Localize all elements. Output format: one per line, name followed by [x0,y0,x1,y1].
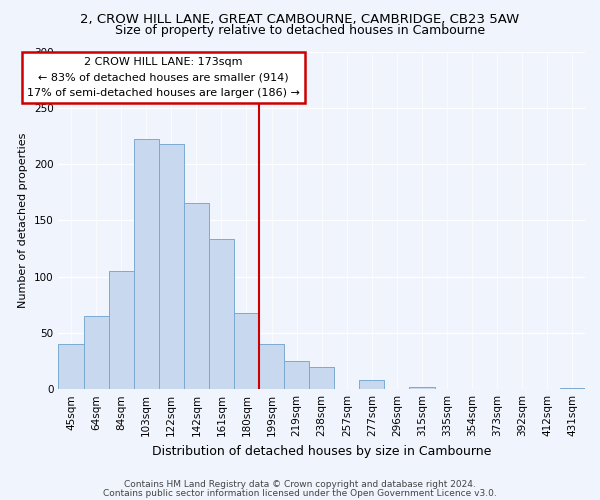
Text: 2 CROW HILL LANE: 173sqm
← 83% of detached houses are smaller (914)
17% of semi-: 2 CROW HILL LANE: 173sqm ← 83% of detach… [28,57,300,98]
Bar [409,387,434,389]
Bar [184,204,209,389]
Text: Contains public sector information licensed under the Open Government Licence v3: Contains public sector information licen… [103,489,497,498]
Bar [83,316,109,389]
Bar [560,388,585,389]
Bar [284,361,309,389]
Text: Size of property relative to detached houses in Cambourne: Size of property relative to detached ho… [115,24,485,37]
Bar [359,380,385,389]
Bar [159,144,184,389]
Bar [209,240,234,389]
Bar [234,312,259,389]
Bar [58,344,83,389]
Y-axis label: Number of detached properties: Number of detached properties [18,132,28,308]
Text: 2, CROW HILL LANE, GREAT CAMBOURNE, CAMBRIDGE, CB23 5AW: 2, CROW HILL LANE, GREAT CAMBOURNE, CAMB… [80,12,520,26]
Text: Contains HM Land Registry data © Crown copyright and database right 2024.: Contains HM Land Registry data © Crown c… [124,480,476,489]
Bar [259,344,284,389]
X-axis label: Distribution of detached houses by size in Cambourne: Distribution of detached houses by size … [152,444,491,458]
Bar [309,366,334,389]
Bar [109,271,134,389]
Bar [134,140,159,389]
